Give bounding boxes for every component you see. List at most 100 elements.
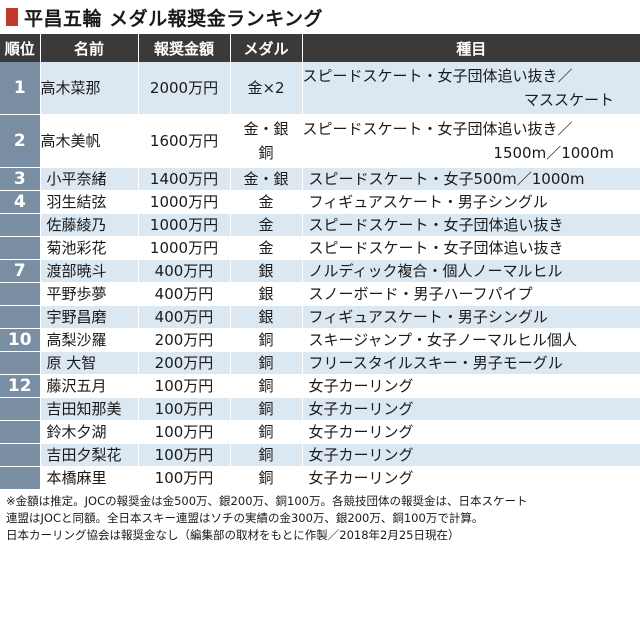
ranking-table: 順位 名前 報奨金額 メダル 種目 1 高木菜那 2000万円 金×2 スピードスケート… (0, 34, 640, 490)
event-line: スピードスケート・女子団体追い抜き (308, 239, 564, 257)
name-cell: 原 大智 (40, 351, 139, 375)
event-cell: スキージャンプ・女子ノーマルヒル個人 (302, 328, 640, 352)
medal-cell: 金・銀 (230, 167, 303, 191)
medal-line: 銅 (258, 423, 274, 441)
table-row: 吉田夕梨花 100万円 銅 女子カーリング (0, 443, 640, 467)
amount-cell: 1000万円 (138, 236, 231, 260)
rank-cell (0, 305, 41, 329)
event-line: 女子カーリング (308, 469, 414, 487)
medal-line: 銀 (258, 308, 274, 326)
table-header-row: 順位 名前 報奨金額 メダル 種目 (0, 34, 640, 62)
medal-cell: 銅 (230, 397, 303, 421)
amount-cell: 1600万円 (138, 114, 231, 168)
event-line: フィギュアスケート・男子シングル (308, 308, 548, 326)
amount-cell: 200万円 (138, 328, 231, 352)
name-cell: 小平奈緒 (40, 167, 139, 191)
name-cell: 高木菜那 (40, 62, 139, 115)
event-cell: スピードスケート・女子500m／1000m (302, 167, 640, 191)
event-line: フィギュアスケート・男子シングル (308, 193, 548, 211)
medal-cell: 銅 (230, 374, 303, 398)
event-line: 女子カーリング (308, 400, 414, 418)
medal-cell: 金 (230, 236, 303, 260)
event-cell: 女子カーリング (302, 374, 640, 398)
event-line: マススケート (523, 91, 614, 109)
medal-line: 銀 (258, 262, 274, 280)
name-cell: 高梨沙羅 (40, 328, 139, 352)
table-row: 4 羽生結弦 1000万円 金 フィギュアスケート・男子シングル (0, 190, 640, 214)
header-event: 種目 (302, 34, 640, 62)
header-name: 名前 (40, 34, 139, 62)
table-row: 鈴木夕湖 100万円 銅 女子カーリング (0, 420, 640, 444)
amount-cell: 100万円 (138, 443, 231, 467)
header-amount: 報奨金額 (138, 34, 231, 62)
medal-cell: 銀 (230, 282, 303, 306)
event-cell: 女子カーリング (302, 397, 640, 421)
medal-line: 金 (258, 216, 274, 234)
table-row: 10 高梨沙羅 200万円 銅 スキージャンプ・女子ノーマルヒル個人 (0, 328, 640, 352)
footnote-line: 連盟はJOCと同額。全日本スキー連盟はソチの実績の金300万、銀200万、銅10… (6, 511, 484, 525)
event-cell: 女子カーリング (302, 443, 640, 467)
rank-cell: 4 (0, 190, 41, 214)
rank-cell: 2 (0, 114, 41, 168)
medal-line: 銅 (258, 400, 274, 418)
rank-cell (0, 351, 41, 375)
name-cell: 菊池彩花 (40, 236, 139, 260)
rank-cell: 12 (0, 374, 41, 398)
rank-cell: 10 (0, 328, 41, 352)
table-body: 1 高木菜那 2000万円 金×2 スピードスケート・女子団体追い抜き／ マススケート 2 高… (0, 62, 640, 490)
medal-cell: 銅 (230, 466, 303, 490)
rank-cell: 7 (0, 259, 41, 283)
amount-cell: 200万円 (138, 351, 231, 375)
event-line: フリースタイルスキー・男子モーグル (308, 354, 563, 372)
event-cell: スノーボード・男子ハーフパイプ (302, 282, 640, 306)
event-cell: 女子カーリング (302, 466, 640, 490)
title-text: 平昌五輪 メダル報奨金ランキング (24, 7, 324, 30)
event-line: ノルディック複合・個人ノーマルヒル (308, 262, 563, 280)
table-row: 宇野昌磨 400万円 銀 フィギュアスケート・男子シングル (0, 305, 640, 329)
table-row: 本橋麻里 100万円 銅 女子カーリング (0, 466, 640, 490)
footnote-line: ※金額は推定。JOCの報奨金は金500万、銀200万、銅100万。各競技団体の報… (6, 494, 528, 508)
medal-cell: 銅 (230, 328, 303, 352)
name-cell: 羽生結弦 (40, 190, 139, 214)
medal-cell: 金・銀銅 (230, 114, 303, 168)
event-cell: フィギュアスケート・男子シングル (302, 190, 640, 214)
amount-cell: 1000万円 (138, 190, 231, 214)
rank-cell (0, 397, 41, 421)
table-row: 12 藤沢五月 100万円 銅 女子カーリング (0, 374, 640, 398)
medal-line: 銅 (258, 354, 274, 372)
medal-cell: 銅 (230, 443, 303, 467)
event-cell: スピードスケート・女子団体追い抜き／ マススケート (302, 62, 640, 115)
rank-cell (0, 466, 41, 490)
medal-line: 銅 (258, 331, 274, 349)
medal-line: 銅 (258, 144, 274, 162)
table-row: 佐藤綾乃 1000万円 金 スピードスケート・女子団体追い抜き (0, 213, 640, 237)
name-cell: 平野歩夢 (40, 282, 139, 306)
event-line: スピードスケート・女子団体追い抜き／ (302, 67, 573, 85)
amount-cell: 1000万円 (138, 213, 231, 237)
event-line: 女子カーリング (308, 377, 414, 395)
name-cell: 高木美帆 (40, 114, 139, 168)
amount-cell: 100万円 (138, 466, 231, 490)
rank-cell (0, 213, 41, 237)
table-row: 原 大智 200万円 銅 フリースタイルスキー・男子モーグル (0, 351, 640, 375)
event-cell: ノルディック複合・個人ノーマルヒル (302, 259, 640, 283)
table-row: 3 小平奈緒 1400万円 金・銀 スピードスケート・女子500m／1000m (0, 167, 640, 191)
name-cell: 本橋麻里 (40, 466, 139, 490)
rank-cell (0, 420, 41, 444)
event-cell: スピードスケート・女子団体追い抜き (302, 213, 640, 237)
medal-line: 銅 (258, 446, 274, 464)
medal-line: 銀 (258, 285, 274, 303)
name-cell: 藤沢五月 (40, 374, 139, 398)
event-cell: スピードスケート・女子団体追い抜き／ 1500m／1000m (302, 114, 640, 168)
event-line: スピードスケート・女子500m／1000m (308, 170, 585, 188)
amount-cell: 100万円 (138, 397, 231, 421)
table-row: 平野歩夢 400万円 銀 スノーボード・男子ハーフパイプ (0, 282, 640, 306)
event-cell: 女子カーリング (302, 420, 640, 444)
rank-cell (0, 282, 41, 306)
medal-cell: 金 (230, 190, 303, 214)
name-cell: 吉田夕梨花 (40, 443, 139, 467)
event-line: 女子カーリング (308, 423, 414, 441)
event-cell: スピードスケート・女子団体追い抜き (302, 236, 640, 260)
page-title: 平昌五輪 メダル報奨金ランキング (0, 0, 640, 34)
amount-cell: 100万円 (138, 420, 231, 444)
